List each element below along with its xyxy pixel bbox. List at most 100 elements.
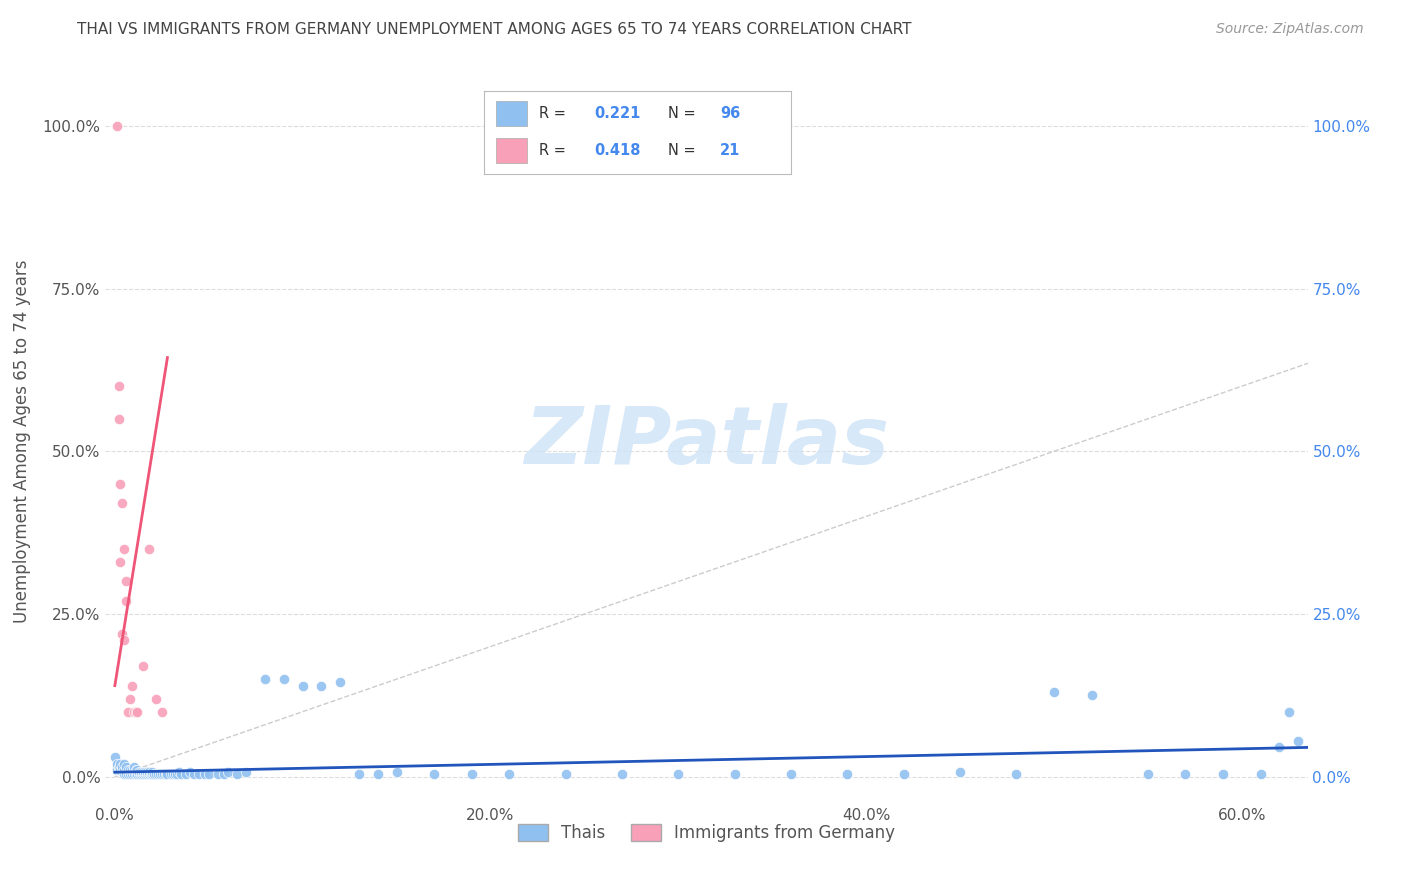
Point (112, 764, 135, 778)
Point (155, 766, 177, 780)
Point (115, 594, 138, 608)
Point (115, 766, 138, 780)
Point (127, 705, 149, 719)
Point (105, 764, 128, 778)
Point (107, 760, 129, 774)
Point (167, 764, 190, 779)
Point (554, 766, 576, 780)
Point (132, 764, 155, 779)
Point (141, 764, 163, 779)
Point (128, 764, 150, 779)
Point (127, 766, 149, 780)
Point (146, 766, 169, 780)
Point (423, 766, 446, 780)
Point (1250, 766, 1272, 780)
Point (179, 764, 201, 779)
Point (166, 766, 188, 780)
Point (145, 691, 167, 706)
Legend: Thais, Immigrants from Germany: Thais, Immigrants from Germany (512, 817, 901, 848)
Point (117, 705, 139, 719)
Point (110, 476, 132, 491)
Point (118, 764, 141, 778)
Point (160, 766, 183, 780)
Point (122, 766, 145, 780)
Point (311, 679, 333, 693)
Y-axis label: Unemployment Among Ages 65 to 74 years: Unemployment Among Ages 65 to 74 years (14, 260, 31, 624)
Point (1278, 705, 1301, 719)
Point (112, 756, 135, 771)
Text: Source: ZipAtlas.com: Source: ZipAtlas.com (1216, 22, 1364, 37)
Point (135, 764, 157, 779)
Point (498, 766, 520, 780)
Point (110, 764, 132, 778)
Point (121, 679, 143, 693)
Point (135, 766, 157, 780)
Point (1212, 766, 1234, 780)
Point (115, 760, 138, 774)
Point (129, 766, 152, 780)
Point (141, 766, 163, 780)
Point (212, 766, 235, 780)
Point (124, 766, 146, 780)
Point (273, 672, 295, 686)
Point (143, 766, 166, 780)
Point (1286, 734, 1309, 748)
Point (134, 764, 156, 779)
Point (329, 675, 352, 690)
Point (461, 766, 484, 780)
Point (128, 766, 150, 780)
Point (132, 766, 155, 780)
Point (347, 766, 370, 780)
Point (129, 764, 152, 779)
Point (117, 764, 139, 778)
Point (149, 766, 172, 780)
Point (174, 766, 197, 780)
Point (111, 760, 134, 774)
Point (367, 766, 389, 780)
Point (134, 766, 156, 780)
Point (724, 766, 747, 780)
Point (118, 766, 141, 780)
Point (107, 379, 129, 393)
Point (1005, 766, 1028, 780)
Point (156, 766, 179, 780)
Point (169, 766, 191, 780)
Text: ZIPatlas: ZIPatlas (524, 402, 889, 481)
Point (780, 766, 803, 780)
Point (121, 766, 143, 780)
Point (138, 541, 160, 556)
Point (139, 766, 162, 780)
Point (949, 764, 972, 779)
Point (163, 766, 186, 780)
Point (188, 766, 211, 780)
Point (122, 705, 145, 719)
Point (107, 411, 129, 425)
Point (138, 764, 160, 779)
Point (254, 672, 277, 686)
Point (112, 541, 135, 556)
Point (183, 766, 205, 780)
Point (122, 760, 145, 774)
Point (110, 555, 132, 569)
Point (226, 766, 249, 780)
Point (111, 626, 134, 640)
Point (132, 659, 155, 673)
Point (152, 766, 174, 780)
Point (138, 766, 160, 780)
Point (150, 705, 173, 719)
Point (105, 756, 128, 771)
Point (162, 766, 184, 780)
Point (112, 766, 135, 780)
Point (117, 766, 139, 780)
Point (115, 574, 138, 589)
Text: THAI VS IMMIGRANTS FROM GERMANY UNEMPLOYMENT AMONG AGES 65 TO 74 YEARS CORRELATI: THAI VS IMMIGRANTS FROM GERMANY UNEMPLOY… (77, 22, 912, 37)
Point (217, 764, 239, 779)
Point (1136, 766, 1159, 780)
Point (1268, 740, 1291, 755)
Point (118, 691, 141, 706)
Point (111, 764, 134, 778)
Point (104, 750, 127, 764)
Point (610, 766, 633, 780)
Point (121, 764, 143, 778)
Point (105, 119, 128, 133)
